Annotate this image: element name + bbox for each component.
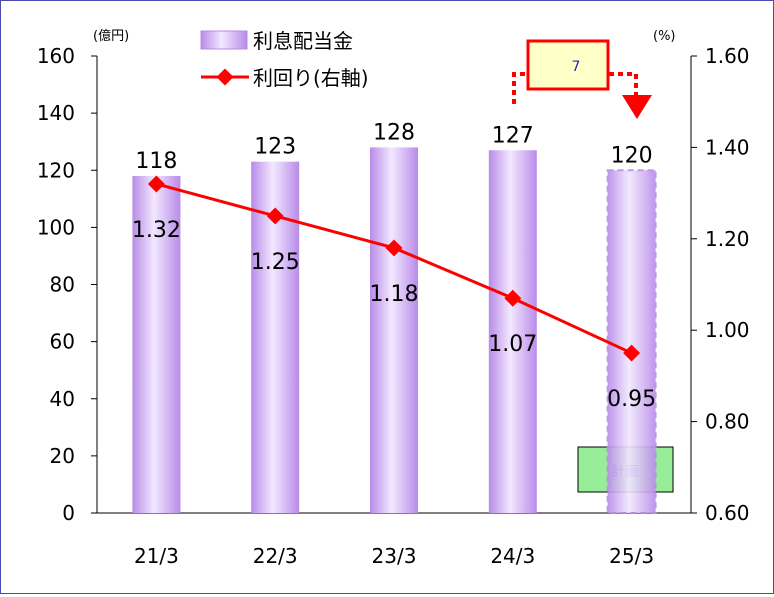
line-marker xyxy=(623,344,641,362)
legend-bar-swatch xyxy=(200,30,248,50)
bar-value-label: 127 xyxy=(492,123,534,148)
right-tick-label: 0.80 xyxy=(705,410,750,434)
change-arrow-head xyxy=(622,95,652,119)
line-marker xyxy=(147,175,165,193)
change-bracket-right xyxy=(609,72,638,96)
left-tick-label: 140 xyxy=(37,101,75,125)
bar xyxy=(132,175,181,513)
line-marker xyxy=(385,239,403,257)
change-bracket-left xyxy=(512,72,528,104)
legend-bar-label: 利息配当金 xyxy=(253,29,353,53)
right-tick-label: 1.60 xyxy=(705,44,750,68)
line-marker xyxy=(266,207,284,225)
right-tick-label: 0.60 xyxy=(705,501,750,525)
right-tick-label: 1.40 xyxy=(705,135,750,159)
x-tick-label: 21/3 xyxy=(134,544,179,568)
left-tick-label: 40 xyxy=(50,387,75,411)
bar-value-label: 128 xyxy=(373,120,415,145)
bar-value-label: 123 xyxy=(254,135,296,160)
line-marker xyxy=(504,289,522,307)
left-tick-label: 60 xyxy=(50,330,75,354)
change-value-text: 7 xyxy=(572,59,581,75)
line-value-label: 1.32 xyxy=(132,218,181,243)
left-axis-unit: (億円) xyxy=(93,28,129,44)
right-tick-label: 1.20 xyxy=(705,227,750,251)
left-tick-label: 0 xyxy=(62,501,75,525)
bar xyxy=(370,147,418,513)
left-tick-label: 160 xyxy=(37,44,75,68)
line-value-label: 0.95 xyxy=(607,387,656,412)
right-tick-label: 1.00 xyxy=(705,318,750,342)
line-value-label: 1.18 xyxy=(370,282,419,307)
change-value-box xyxy=(526,39,610,91)
x-tick-label: 25/3 xyxy=(609,544,654,568)
line-value-label: 1.25 xyxy=(251,250,300,275)
bar-value-label: 120 xyxy=(611,143,653,168)
left-tick-label: 20 xyxy=(50,444,75,468)
legend-line-label: 利回り(右軸) xyxy=(253,66,369,90)
right-axis-unit: (%) xyxy=(653,29,676,44)
bar xyxy=(606,169,657,514)
line-value-label: 1.07 xyxy=(488,332,537,357)
left-tick-label: 120 xyxy=(37,158,75,182)
x-tick-label: 22/3 xyxy=(253,544,298,568)
bar xyxy=(488,150,537,513)
x-tick-label: 24/3 xyxy=(490,544,535,568)
legend-line-marker xyxy=(216,68,234,86)
x-tick-label: 23/3 xyxy=(372,544,417,568)
left-tick-label: 100 xyxy=(37,215,75,239)
left-tick-label: 80 xyxy=(50,273,75,297)
bar-value-label: 118 xyxy=(135,149,177,174)
